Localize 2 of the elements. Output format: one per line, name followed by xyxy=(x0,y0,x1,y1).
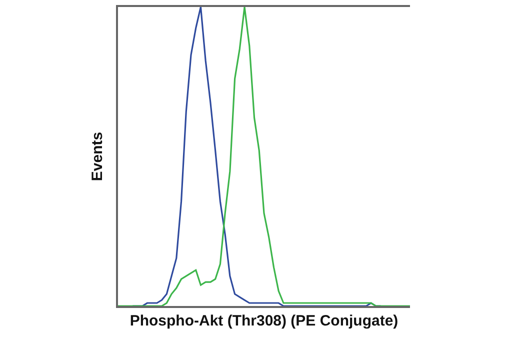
y-axis-title: Events xyxy=(89,132,106,182)
x-axis-title: Phospho-Akt (Thr308) (PE Conjugate) xyxy=(130,312,398,330)
